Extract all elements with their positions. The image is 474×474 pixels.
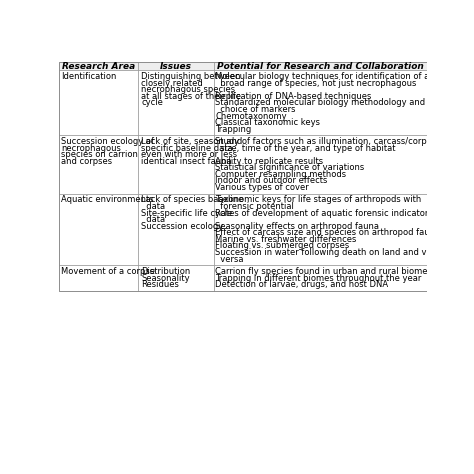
- Bar: [59, 63, 427, 291]
- Text: Taxonomic keys for life stages of arthropods with: Taxonomic keys for life stages of arthro…: [215, 195, 422, 204]
- Text: Chemotaxonomy: Chemotaxonomy: [215, 111, 287, 120]
- Bar: [138, 70, 213, 136]
- Text: Various types of cover: Various types of cover: [215, 183, 309, 192]
- Text: Distinguishing between: Distinguishing between: [141, 72, 241, 81]
- Text: Classical taxonomic keys: Classical taxonomic keys: [215, 118, 320, 127]
- Bar: [213, 136, 427, 194]
- Text: Distribution: Distribution: [141, 267, 191, 276]
- Text: cycle: cycle: [141, 99, 163, 108]
- Text: Movement of a corpse: Movement of a corpse: [61, 267, 155, 276]
- Bar: [213, 265, 427, 291]
- Text: Lack of site, season and: Lack of site, season and: [141, 137, 242, 146]
- Text: Seasonality: Seasonality: [141, 273, 190, 283]
- Text: Lack of species baseline: Lack of species baseline: [141, 195, 244, 204]
- Bar: [59, 194, 138, 265]
- Bar: [59, 70, 138, 136]
- Text: Succession ecology: Succession ecology: [141, 222, 223, 231]
- Text: data: data: [141, 215, 165, 224]
- Text: Study of factors such as illumination, carcass/corpse: Study of factors such as illumination, c…: [215, 137, 437, 146]
- Text: Residues: Residues: [141, 280, 179, 289]
- Text: even with more or less: even with more or less: [141, 150, 237, 159]
- Text: necrophagous: necrophagous: [61, 144, 121, 153]
- Text: Floating vs. submerged corpses: Floating vs. submerged corpses: [215, 241, 350, 250]
- Text: closely related: closely related: [141, 79, 203, 88]
- Bar: [138, 63, 213, 70]
- Bar: [138, 136, 213, 194]
- Text: Trapping: Trapping: [215, 125, 252, 134]
- Text: at all stages of their life: at all stages of their life: [141, 92, 241, 101]
- Text: Indoor and outdoor effects: Indoor and outdoor effects: [215, 176, 328, 185]
- Text: Aquatic environments: Aquatic environments: [61, 195, 154, 204]
- Text: specific baseline data,: specific baseline data,: [141, 144, 236, 153]
- Bar: [59, 63, 138, 70]
- Bar: [213, 194, 427, 265]
- Bar: [213, 63, 427, 70]
- Bar: [59, 136, 138, 194]
- Text: Molecular biology techniques for identification of a: Molecular biology techniques for identif…: [215, 72, 429, 81]
- Text: Trapping in different biomes throughout the year: Trapping in different biomes throughout …: [215, 273, 422, 283]
- Text: Succession ecology of: Succession ecology of: [61, 137, 154, 146]
- Text: identical insect fauna: identical insect fauna: [141, 157, 232, 166]
- Text: species on carrion: species on carrion: [61, 150, 138, 159]
- Text: Replication of DNA-based techniques: Replication of DNA-based techniques: [215, 92, 372, 101]
- Text: Identification: Identification: [61, 72, 117, 81]
- Text: Site-specific life cycle: Site-specific life cycle: [141, 209, 232, 218]
- Text: Computer resampling methods: Computer resampling methods: [215, 170, 346, 179]
- Bar: [138, 265, 213, 291]
- Text: Rates of development of aquatic forensic indicators: Rates of development of aquatic forensic…: [215, 209, 433, 218]
- Text: Potential for Research and Collaboration: Potential for Research and Collaboration: [217, 62, 423, 71]
- Text: Research Area: Research Area: [62, 62, 136, 71]
- Text: necrophagous species: necrophagous species: [141, 85, 235, 94]
- Text: broad range of species, not just necrophagous: broad range of species, not just necroph…: [215, 79, 417, 88]
- Text: Carrion fly species found in urban and rural biomes: Carrion fly species found in urban and r…: [215, 267, 432, 276]
- Text: size, time of the year, and type of habitat: size, time of the year, and type of habi…: [215, 144, 396, 153]
- Text: Seasonality effects on arthropod fauna: Seasonality effects on arthropod fauna: [215, 222, 379, 231]
- Text: Effect of carcass size and species on arthropod fauna: Effect of carcass size and species on ar…: [215, 228, 440, 237]
- Text: Statistical significance of variations: Statistical significance of variations: [215, 164, 365, 173]
- Bar: [213, 70, 427, 136]
- Bar: [138, 194, 213, 265]
- Text: and corpses: and corpses: [61, 157, 112, 166]
- Bar: [59, 265, 138, 291]
- Text: Standardized molecular biology methodology and: Standardized molecular biology methodolo…: [215, 99, 426, 108]
- Text: Marine vs. freshwater differences: Marine vs. freshwater differences: [215, 235, 357, 244]
- Text: choice of markers: choice of markers: [215, 105, 296, 114]
- Text: Succession in water following death on land and vice: Succession in water following death on l…: [215, 248, 439, 257]
- Text: Ability to replicate results: Ability to replicate results: [215, 157, 323, 166]
- Text: versa: versa: [215, 255, 244, 264]
- Text: Issues: Issues: [160, 62, 192, 71]
- Text: forensic potential: forensic potential: [215, 202, 294, 211]
- Text: Detection of larvae, drugs, and host DNA: Detection of larvae, drugs, and host DNA: [215, 280, 389, 289]
- Text: data: data: [141, 202, 165, 211]
